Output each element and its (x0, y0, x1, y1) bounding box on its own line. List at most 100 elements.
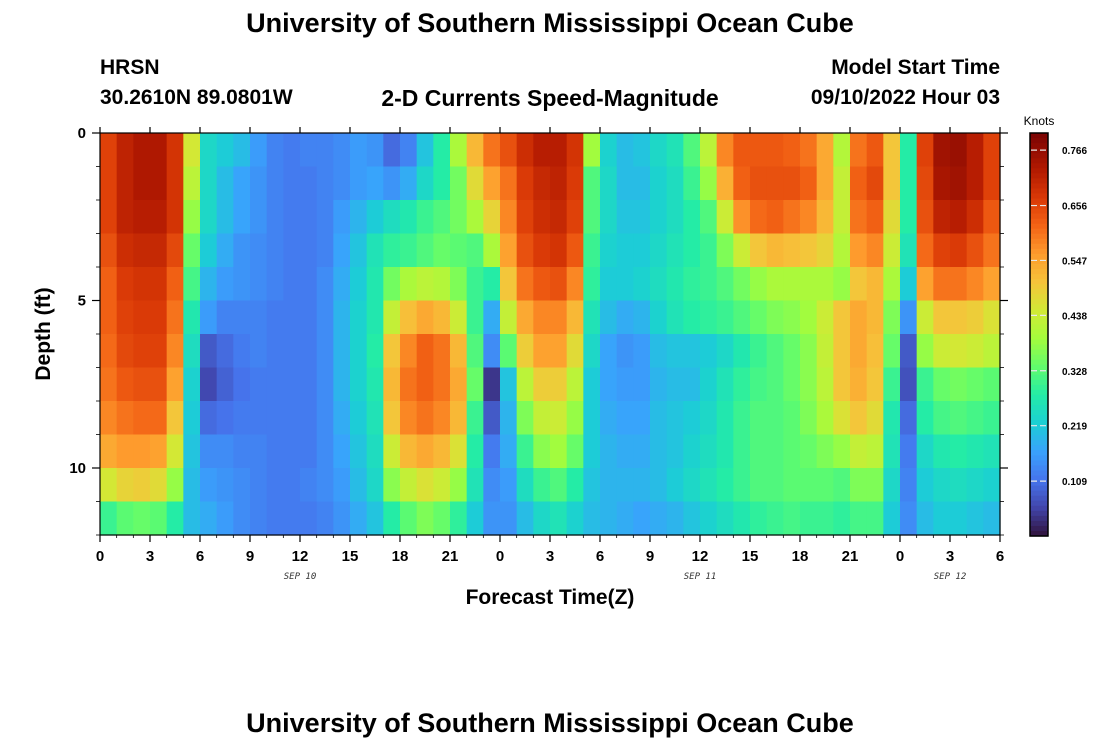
colorbar-segment (1030, 480, 1048, 487)
heatmap-cell (516, 367, 534, 402)
heatmap-cell (450, 501, 468, 536)
heatmap-cell (350, 200, 368, 235)
heatmap-cell (933, 501, 951, 536)
heatmap-cell (650, 401, 668, 436)
heatmap-cell (733, 334, 751, 369)
x-tick-label: 18 (792, 548, 809, 565)
heatmap-cell (233, 267, 251, 302)
heatmap-cell (383, 367, 401, 402)
heatmap-cell (283, 501, 301, 536)
heatmap-cell (150, 334, 168, 369)
heatmap-cell (600, 133, 618, 168)
heatmap-cell (383, 166, 401, 201)
heatmap-cell (900, 401, 918, 436)
heatmap-cell (950, 501, 968, 536)
heatmap-cell (400, 166, 418, 201)
heatmap-cell (416, 501, 434, 536)
heatmap-cell (883, 434, 901, 469)
heatmap-cell (550, 401, 568, 436)
heatmap-cell (333, 401, 351, 436)
x-tick-label: 15 (342, 548, 359, 565)
heatmap-cell (616, 434, 634, 469)
heatmap-cell (433, 468, 451, 503)
heatmap-cell (500, 434, 518, 469)
colorbar-segment (1030, 158, 1048, 164)
heatmap-cell (150, 233, 168, 268)
heatmap-cell (650, 233, 668, 268)
heatmap-cell (783, 367, 801, 402)
heatmap-cell (766, 233, 784, 268)
heatmap-cell (100, 501, 118, 536)
heatmap-cell (216, 468, 234, 503)
colorbar-tick-label: 0.219 (1062, 422, 1087, 433)
heatmap-cell (416, 300, 434, 335)
heatmap-cell (683, 367, 701, 402)
heatmap-cell (583, 133, 601, 168)
heatmap-cell (733, 267, 751, 302)
heatmap-cell (783, 468, 801, 503)
heatmap-cell (266, 200, 284, 235)
heatmap-cell (566, 233, 584, 268)
heatmap-cell (516, 334, 534, 369)
heatmap-cell (366, 267, 384, 302)
colorbar-tick-label: 0.438 (1062, 311, 1087, 322)
heatmap-cell (750, 267, 768, 302)
heatmap-cell (450, 233, 468, 268)
heatmap-cell (283, 166, 301, 201)
colorbar-segment (1030, 374, 1048, 381)
heatmap-cell (683, 233, 701, 268)
x-tick-label: 3 (546, 548, 554, 565)
heatmap-cell (533, 166, 551, 201)
heatmap-cell (933, 401, 951, 436)
heatmap-cell (850, 166, 868, 201)
heatmap-cell (266, 501, 284, 536)
heatmap-cell (516, 133, 534, 168)
heatmap-cell (450, 200, 468, 235)
colorbar-segment (1030, 153, 1048, 159)
heatmap-cell (983, 200, 1001, 235)
heatmap-cell (650, 200, 668, 235)
heatmap-cell (766, 300, 784, 335)
heatmap-cell (316, 468, 334, 503)
heatmap-cell (150, 166, 168, 201)
heatmap-cell (116, 200, 134, 235)
heatmap-cell (966, 334, 984, 369)
heatmap-cell (166, 501, 184, 536)
heatmap-cell (266, 367, 284, 402)
heatmap-cell (100, 267, 118, 302)
heatmap-cell (183, 166, 201, 201)
heatmap-cell (950, 200, 968, 235)
heatmap-cell (433, 133, 451, 168)
colorbar-segment (1030, 525, 1048, 532)
heatmap-cell (816, 434, 834, 469)
heatmap-cell (916, 501, 934, 536)
heatmap-cell (933, 133, 951, 168)
heatmap-cell (183, 434, 201, 469)
heatmap-cell (850, 300, 868, 335)
heatmap-cell (866, 334, 884, 369)
colorbar-segment (1030, 314, 1048, 320)
heatmap-cell (466, 267, 484, 302)
heatmap-cell (833, 367, 851, 402)
x-tick-label: 6 (196, 548, 204, 565)
heatmap-cell (983, 166, 1001, 201)
heatmap-cell (466, 334, 484, 369)
heatmap-cell (916, 133, 934, 168)
heatmap-cell (866, 468, 884, 503)
colorbar-segment (1030, 399, 1048, 406)
heatmap-cell (450, 434, 468, 469)
heatmap-cell (383, 334, 401, 369)
heatmap-cell (433, 200, 451, 235)
heatmap-cell (783, 401, 801, 436)
colorbar-segment (1030, 485, 1048, 492)
heatmap-cell (516, 233, 534, 268)
heatmap-cell (383, 300, 401, 335)
heatmap-cell (366, 468, 384, 503)
heatmap-cell (566, 367, 584, 402)
heatmap-cell (283, 401, 301, 436)
heatmap-cell (783, 200, 801, 235)
heatmap-cell (683, 166, 701, 201)
colorbar-segment (1030, 138, 1048, 144)
heatmap-cell (983, 401, 1001, 436)
colorbar-segment (1030, 379, 1048, 386)
